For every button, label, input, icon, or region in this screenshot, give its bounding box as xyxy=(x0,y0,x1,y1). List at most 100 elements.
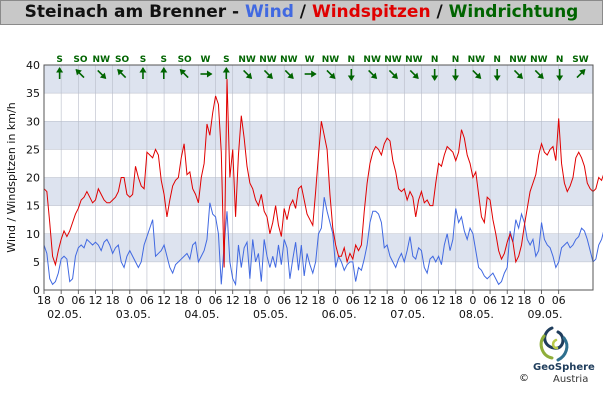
x-tick-label: 06 xyxy=(277,294,291,307)
x-tick-label: 0 xyxy=(58,294,65,307)
y-tick-label: 35 xyxy=(26,87,40,100)
x-tick-label: 18 xyxy=(174,294,188,307)
direction-arrow-icon xyxy=(326,69,336,79)
x-tick-label: 12 xyxy=(294,294,308,307)
direction-arrow-icon xyxy=(97,69,107,79)
direction-label: S xyxy=(161,55,167,65)
direction-label: W xyxy=(305,55,315,65)
direction-arrow-icon xyxy=(56,67,64,79)
title-wind: Wind xyxy=(245,2,294,22)
y-tick-label: 40 xyxy=(26,59,40,72)
wind-series-line xyxy=(43,197,603,287)
direction-label: NW xyxy=(468,55,486,65)
direction-label: NW xyxy=(363,55,381,65)
x-tick-label: 0 xyxy=(538,294,545,307)
x-tick-label: 18 xyxy=(449,294,463,307)
x-tick-label: 06 xyxy=(346,294,360,307)
direction-arrow-icon xyxy=(139,67,147,79)
direction-arrow-icon xyxy=(75,69,85,79)
x-tick-label: 12 xyxy=(88,294,102,307)
x-tick-label: 06 xyxy=(140,294,154,307)
geosphere-logo-icon xyxy=(539,326,569,362)
direction-label: NW xyxy=(530,55,548,65)
x-axis-ticks: 18 0 06 12 18 0 06 12 18 0 06 12 18 0 06 12 18 0 06 12 18 0 06… xyxy=(37,290,566,307)
direction-label: NW xyxy=(405,55,423,65)
direction-arrow-icon xyxy=(304,70,317,78)
x-tick-label: 06 xyxy=(71,294,85,307)
direction-label: SO xyxy=(178,55,192,65)
direction-arrow-icon xyxy=(556,69,564,81)
direction-arrow-icon xyxy=(513,69,523,79)
x-tick-label: 0 xyxy=(332,294,339,307)
direction-row: S SO NW SO S S SO W S NW NW NW W NW N NW NW NW N N NW N NW NW N S… xyxy=(56,55,589,81)
x-tick-label: 18 xyxy=(312,294,326,307)
date-label: 07.05. xyxy=(390,308,425,321)
title-direction: Windrichtung xyxy=(448,2,579,22)
x-tick-label: 18 xyxy=(380,294,394,307)
direction-arrow-icon xyxy=(388,69,398,79)
direction-arrow-icon xyxy=(200,70,213,78)
y-tick-label: 20 xyxy=(26,172,40,185)
logo-name: GeoSphere xyxy=(533,362,595,373)
x-tick-label: 0 xyxy=(195,294,202,307)
date-label: 08.05. xyxy=(459,308,494,321)
x-tick-label: 12 xyxy=(432,294,446,307)
x-tick-label: 12 xyxy=(157,294,171,307)
direction-label: SW xyxy=(572,55,588,65)
chart-title: Steinach am Brenner - Wind / Windspitzen… xyxy=(0,0,603,25)
x-tick-label: 06 xyxy=(414,294,428,307)
direction-label: NW xyxy=(322,55,340,65)
direction-label: NW xyxy=(280,55,298,65)
direction-arrow-icon xyxy=(160,67,168,79)
date-label: 05.05. xyxy=(253,308,288,321)
date-labels: 02.05. 03.05. 04.05. 05.05. 06.05. 07.05. 08.0… xyxy=(47,308,562,321)
y-axis-label: Wind / Windspitzen in km/h xyxy=(5,102,18,252)
direction-label: N xyxy=(431,55,439,65)
date-label: 02.05. xyxy=(47,308,82,321)
direction-arrow-icon xyxy=(222,67,230,79)
x-tick-label: 06 xyxy=(552,294,566,307)
gust-series-line xyxy=(43,79,603,268)
direction-arrow-icon xyxy=(117,69,127,79)
y-tick-label: 0 xyxy=(33,284,40,297)
title-sep-2: / xyxy=(430,2,449,22)
title-station: Steinach am Brenner - xyxy=(24,2,246,22)
direction-arrow-icon xyxy=(472,69,482,79)
direction-label: N xyxy=(452,55,460,65)
direction-arrow-icon xyxy=(179,69,189,79)
direction-arrow-icon xyxy=(534,69,544,79)
direction-label: SO xyxy=(115,55,129,65)
direction-arrow-icon xyxy=(368,69,378,79)
direction-arrow-icon xyxy=(576,69,586,79)
x-tick-label: 06 xyxy=(483,294,497,307)
direction-arrow-icon xyxy=(243,69,253,79)
direction-arrow-icon xyxy=(263,69,273,79)
date-label: 03.05. xyxy=(116,308,151,321)
direction-arrow-icon xyxy=(284,69,294,79)
copyright-mark: © xyxy=(519,373,529,384)
x-tick-label: 0 xyxy=(469,294,476,307)
direction-arrow-icon xyxy=(451,69,459,81)
direction-arrow-icon xyxy=(409,69,419,79)
direction-arrow-icon xyxy=(431,69,439,81)
date-label: 06.05. xyxy=(322,308,357,321)
direction-arrow-icon xyxy=(493,69,501,81)
direction-label: NW xyxy=(509,55,527,65)
x-tick-label: 12 xyxy=(363,294,377,307)
x-tick-label: 12 xyxy=(500,294,514,307)
direction-label: S xyxy=(223,55,229,65)
x-tick-label: 0 xyxy=(401,294,408,307)
y-tick-label: 5 xyxy=(33,256,40,269)
y-axis-ticks: 0 5 10 15 20 25 30 35 40 xyxy=(26,59,40,297)
logo-subtitle: Austria xyxy=(553,374,589,385)
plot-frame xyxy=(43,64,594,291)
direction-label: N xyxy=(493,55,501,65)
x-tick-label: 06 xyxy=(209,294,223,307)
y-tick-label: 15 xyxy=(26,200,40,213)
direction-label: NW xyxy=(259,55,277,65)
x-tick-label: 18 xyxy=(243,294,257,307)
direction-label: W xyxy=(201,55,211,65)
y-tick-label: 30 xyxy=(26,115,40,128)
direction-label: S xyxy=(140,55,146,65)
direction-label: N xyxy=(348,55,356,65)
